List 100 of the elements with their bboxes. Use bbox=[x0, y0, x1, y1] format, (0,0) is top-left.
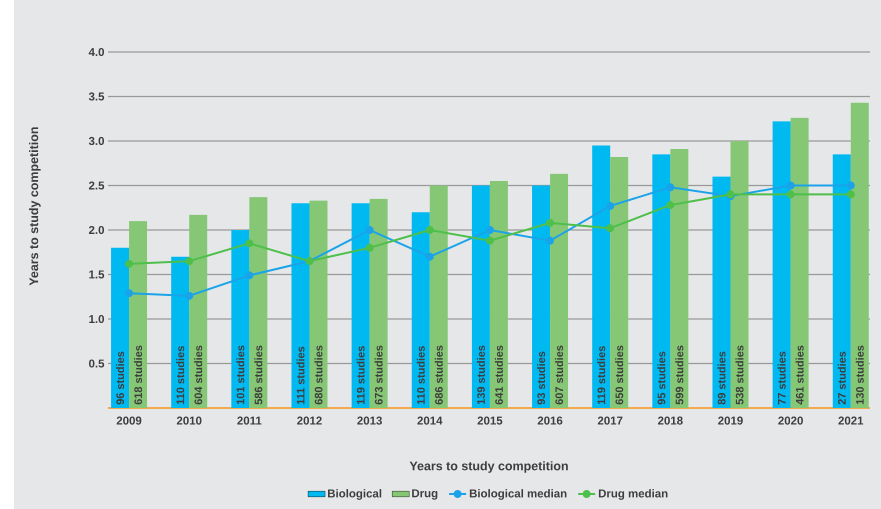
y-tick-label: 1.0 bbox=[89, 314, 104, 324]
bar bbox=[472, 186, 490, 408]
point bbox=[546, 218, 554, 227]
bar bbox=[592, 145, 610, 408]
point bbox=[606, 202, 614, 210]
annotation: 586 studies bbox=[254, 346, 262, 404]
x-tick-label: 2014 bbox=[417, 416, 442, 425]
point bbox=[666, 183, 674, 192]
annotation: 461 studies bbox=[796, 346, 804, 405]
y-tick-label: 1.5 bbox=[89, 270, 104, 278]
point bbox=[426, 226, 434, 234]
annotation: 119 studies bbox=[597, 346, 606, 404]
point bbox=[426, 252, 434, 261]
annotation: 680 studies bbox=[314, 346, 323, 404]
y-tick-label: 3.0 bbox=[88, 136, 104, 146]
annotation: 110 studies bbox=[416, 346, 425, 404]
x-tick-label: 2017 bbox=[598, 416, 622, 425]
annotation: 96 studies bbox=[116, 352, 124, 404]
point bbox=[486, 226, 494, 234]
bar bbox=[412, 212, 430, 408]
x-tick-label: 2016 bbox=[538, 416, 562, 425]
bar bbox=[231, 230, 250, 408]
point bbox=[606, 224, 614, 232]
annotation: 604 studies bbox=[194, 346, 202, 404]
annotation: 111 studies bbox=[296, 346, 305, 404]
point bbox=[125, 260, 134, 268]
bar bbox=[670, 149, 688, 408]
bar bbox=[309, 200, 328, 408]
point bbox=[666, 201, 674, 210]
bar bbox=[171, 256, 190, 408]
bar bbox=[291, 203, 310, 408]
annotation: 650 studies bbox=[615, 346, 624, 404]
annotation: 101 studies bbox=[236, 346, 244, 404]
bar bbox=[772, 121, 791, 408]
x-tick-label: 2015 bbox=[478, 416, 502, 425]
point bbox=[846, 190, 855, 198]
x-tick-label: 2013 bbox=[357, 416, 382, 425]
y-tick-label: 4.0 bbox=[88, 48, 104, 56]
bar bbox=[850, 102, 869, 408]
bar bbox=[129, 221, 148, 408]
x-tick-label: 2019 bbox=[718, 416, 743, 425]
bar bbox=[712, 176, 730, 408]
annotation: 618 studies bbox=[134, 346, 142, 404]
y-tick-label: 2.5 bbox=[88, 181, 104, 190]
bar bbox=[790, 118, 809, 408]
annotation: 89 studies bbox=[717, 352, 726, 404]
annotation: 673 studies bbox=[374, 346, 383, 404]
point bbox=[245, 271, 254, 280]
annotation: 607 studies bbox=[555, 346, 564, 404]
point bbox=[366, 244, 374, 252]
point bbox=[185, 292, 194, 300]
annotation: 686 studies bbox=[434, 346, 443, 404]
x-tick-label: 2020 bbox=[778, 416, 803, 425]
annotation: 119 studies bbox=[356, 346, 365, 404]
point bbox=[786, 182, 795, 190]
annotation: 77 studies bbox=[778, 352, 786, 404]
bar bbox=[111, 248, 130, 408]
annotation: 599 studies bbox=[675, 346, 684, 404]
annotation: 93 studies bbox=[537, 352, 546, 404]
annotation: 641 studies bbox=[494, 346, 503, 404]
bar bbox=[652, 154, 670, 408]
x-tick-label: 2009 bbox=[116, 416, 142, 425]
bar bbox=[730, 141, 748, 408]
point bbox=[185, 257, 194, 266]
x-tick-label: 2021 bbox=[838, 416, 864, 425]
bar bbox=[832, 154, 851, 408]
legend-label: Biological bbox=[328, 489, 382, 500]
bar bbox=[352, 203, 370, 408]
point bbox=[125, 289, 134, 298]
bar bbox=[610, 157, 628, 408]
annotation: 110 studies bbox=[176, 346, 184, 404]
y-tick-label: 3.5 bbox=[88, 92, 104, 101]
y-tick-label: 0.5 bbox=[89, 359, 104, 368]
annotation: 130 studies bbox=[856, 346, 864, 404]
bar bbox=[189, 214, 208, 408]
point bbox=[366, 226, 374, 234]
annotation: 95 studies bbox=[657, 352, 666, 404]
point bbox=[786, 190, 795, 198]
y-axis-title: Years to study competition bbox=[29, 127, 41, 286]
annotation: 538 studies bbox=[735, 346, 744, 404]
legend-label: Drug bbox=[412, 489, 438, 500]
legend-label: Drug median bbox=[598, 489, 668, 500]
point bbox=[245, 239, 254, 248]
bar bbox=[550, 174, 568, 408]
point bbox=[486, 236, 494, 245]
bar bbox=[532, 186, 550, 408]
bar bbox=[490, 181, 508, 408]
y-tick-label: 2.0 bbox=[88, 226, 104, 234]
bar bbox=[370, 198, 388, 408]
point bbox=[546, 236, 554, 245]
annotation: 139 studies bbox=[476, 346, 485, 404]
x-tick-label: 2012 bbox=[297, 416, 322, 425]
x-tick-label: 2018 bbox=[658, 416, 683, 425]
x-tick-label: 2010 bbox=[176, 416, 202, 425]
x-tick-label: 2011 bbox=[237, 416, 262, 425]
x-axis-title: Years to study competition bbox=[410, 461, 568, 473]
annotation: 27 studies bbox=[838, 352, 846, 404]
legend-label: Biological median bbox=[470, 489, 566, 500]
bar bbox=[249, 197, 268, 408]
bar bbox=[430, 186, 448, 408]
